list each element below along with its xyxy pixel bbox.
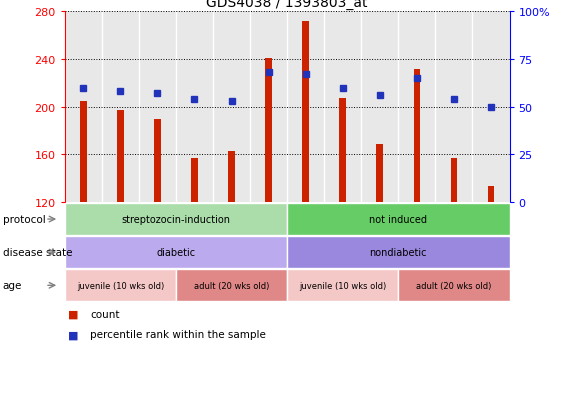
Text: age: age [3,280,22,291]
Text: juvenile (10 wks old): juvenile (10 wks old) [77,281,164,290]
Bar [80,102,87,202]
Bar [191,159,198,202]
Bar [377,144,383,202]
Text: ■: ■ [68,309,78,319]
Text: adult (20 wks old): adult (20 wks old) [416,281,491,290]
Bar [450,159,457,202]
Bar [117,111,124,202]
Bar [302,22,309,202]
Text: not induced: not induced [369,214,427,225]
Text: percentile rank within the sample: percentile rank within the sample [90,330,266,339]
Text: disease state: disease state [3,247,72,258]
Text: nondiabetic: nondiabetic [369,247,427,258]
Text: streptozocin-induction: streptozocin-induction [122,214,230,225]
Bar [228,151,235,202]
Bar [265,59,272,202]
Bar [154,119,161,202]
Text: adult (20 wks old): adult (20 wks old) [194,281,269,290]
Text: protocol: protocol [3,214,46,225]
Bar [488,187,494,202]
Bar [413,69,420,202]
Bar [339,99,346,202]
Text: ■: ■ [68,330,78,339]
Text: diabetic: diabetic [157,247,195,258]
Text: count: count [90,309,119,319]
Text: juvenile (10 wks old): juvenile (10 wks old) [299,281,386,290]
Title: GDS4038 / 1393803_at: GDS4038 / 1393803_at [207,0,368,10]
